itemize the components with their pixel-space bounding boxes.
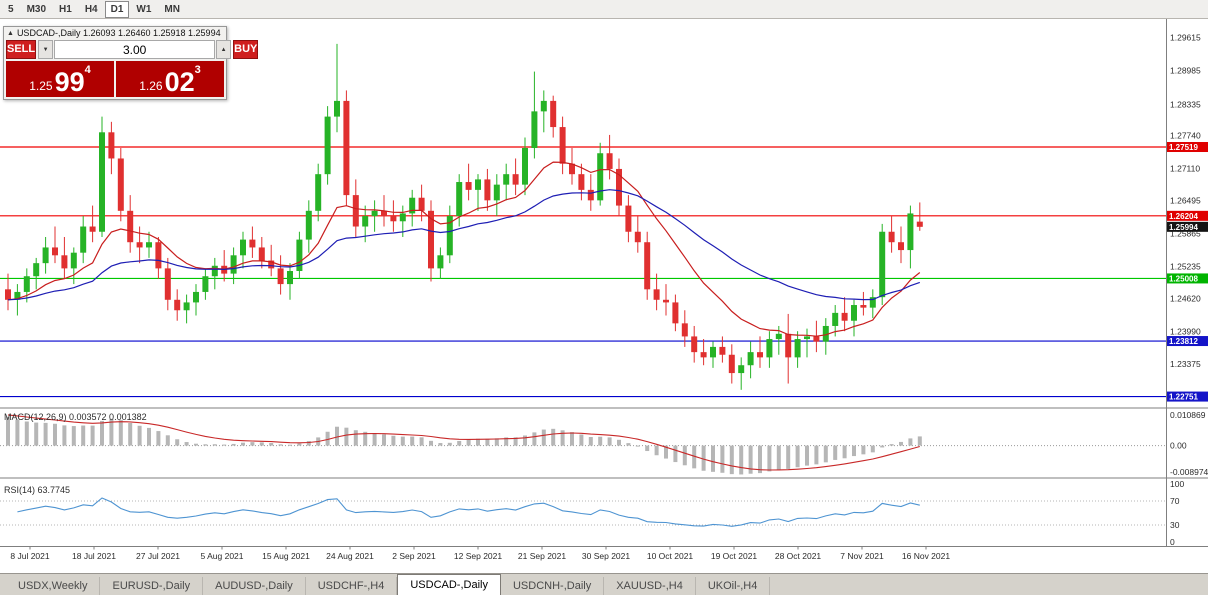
svg-text:0: 0 xyxy=(1170,537,1175,547)
sell-button[interactable]: SELL xyxy=(6,40,37,59)
svg-text:15 Aug 2021: 15 Aug 2021 xyxy=(262,551,310,561)
svg-text:0.00: 0.00 xyxy=(1170,441,1187,451)
svg-text:1.25008: 1.25008 xyxy=(1169,274,1198,283)
timeframe-toolbar: 5 M30 H1 H4 D1 W1 MN xyxy=(0,0,1208,19)
svg-text:12 Sep 2021: 12 Sep 2021 xyxy=(454,551,502,561)
tab-usdcnh-daily[interactable]: USDCNH-,Daily xyxy=(501,577,605,595)
svg-text:1.22751: 1.22751 xyxy=(1169,393,1198,402)
tab-usdchf-h4[interactable]: USDCHF-,H4 xyxy=(306,577,398,595)
svg-text:RSI(14) 63.7745: RSI(14) 63.7745 xyxy=(4,485,70,495)
tab-usdcad-daily[interactable]: USDCAD-,Daily xyxy=(397,574,501,595)
svg-text:18 Jul 2021: 18 Jul 2021 xyxy=(72,551,116,561)
svg-text:1.25994: 1.25994 xyxy=(1169,223,1198,232)
svg-text:10 Oct 2021: 10 Oct 2021 xyxy=(647,551,694,561)
svg-text:-0.008974: -0.008974 xyxy=(1170,467,1208,477)
chart-tab-bar: USDX,Weekly EURUSD-,Daily AUDUSD-,Daily USD… xyxy=(0,573,1208,595)
volume-stepper: ▼ ▲ xyxy=(38,40,232,59)
horizontal-lines-layer[interactable] xyxy=(0,146,1166,398)
tab-ukoil-h4[interactable]: UKOil-,H4 xyxy=(696,577,771,595)
svg-text:30: 30 xyxy=(1170,520,1180,530)
buy-price-display[interactable]: 1.26 02 3 xyxy=(116,61,224,97)
svg-text:1.29615: 1.29615 xyxy=(1170,32,1201,42)
date-axis: 8 Jul 2021 18 Jul 2021 27 Jul 2021 5 Aug 20… xyxy=(10,546,950,561)
svg-text:1.23990: 1.23990 xyxy=(1170,327,1201,337)
volume-down-icon[interactable]: ▼ xyxy=(38,40,54,59)
sell-price-figure: 1.25 xyxy=(29,79,53,93)
buy-price-figure: 1.26 xyxy=(139,79,163,93)
svg-text:7 Nov 2021: 7 Nov 2021 xyxy=(840,551,884,561)
svg-text:21 Sep 2021: 21 Sep 2021 xyxy=(518,551,566,561)
buy-price-pipette: 3 xyxy=(194,64,201,76)
chart-area[interactable]: MACD(12,26,9) 0.003572 0.001382 RSI(14) 6… xyxy=(0,19,1208,571)
tab-audusd-daily[interactable]: AUDUSD-,Daily xyxy=(203,577,306,595)
svg-text:1.26204: 1.26204 xyxy=(1169,212,1198,221)
svg-text:24 Aug 2021: 24 Aug 2021 xyxy=(326,551,374,561)
svg-text:MACD(12,26,9) 0.003572 0.00138: MACD(12,26,9) 0.003572 0.001382 xyxy=(4,412,147,422)
svg-text:1.27519: 1.27519 xyxy=(1169,143,1198,152)
svg-text:1.27110: 1.27110 xyxy=(1170,163,1200,173)
svg-text:70: 70 xyxy=(1170,496,1180,506)
svg-text:1.28335: 1.28335 xyxy=(1170,99,1201,109)
tab-xauusd-h4[interactable]: XAUUSD-,H4 xyxy=(604,577,696,595)
svg-text:2 Sep 2021: 2 Sep 2021 xyxy=(392,551,436,561)
tab-eurusd-daily[interactable]: EURUSD-,Daily xyxy=(100,577,204,595)
price-axis: 1.296151.289851.283351.277401.271101.264… xyxy=(0,19,1208,547)
rsi-panel: RSI(14) 63.7745 xyxy=(0,485,1166,527)
svg-text:1.24620: 1.24620 xyxy=(1170,294,1201,304)
svg-text:8 Jul 2021: 8 Jul 2021 xyxy=(10,551,49,561)
collapse-arrow-icon[interactable]: ▲ xyxy=(7,29,14,37)
trade-panel-header: ▲ USDCAD-,Daily 1.26093 1.26460 1.25918 … xyxy=(4,27,226,39)
volume-up-icon[interactable]: ▲ xyxy=(216,40,232,59)
tab-usdx-weekly[interactable]: USDX,Weekly xyxy=(6,577,101,595)
svg-text:1.25235: 1.25235 xyxy=(1170,262,1201,272)
sell-price-pipette: 4 xyxy=(84,64,91,76)
svg-text:19 Oct 2021: 19 Oct 2021 xyxy=(711,551,758,561)
svg-text:0.010869: 0.010869 xyxy=(1170,410,1206,420)
timeframe-button-d1[interactable]: D1 xyxy=(104,0,130,18)
quote-line: USDCAD-,Daily 1.26093 1.26460 1.25918 1.… xyxy=(16,28,221,38)
timeframe-button-mn[interactable]: MN xyxy=(164,3,180,15)
svg-text:5 Aug 2021: 5 Aug 2021 xyxy=(200,551,243,561)
macd-panel: MACD(12,26,9) 0.003572 0.001382 xyxy=(0,412,1166,475)
timeframe-button-5[interactable]: 5 xyxy=(8,3,14,15)
sell-price-display[interactable]: 1.25 99 4 xyxy=(6,61,114,97)
volume-input[interactable] xyxy=(54,40,216,59)
sell-price-pips: 99 xyxy=(54,67,85,97)
svg-text:27 Jul 2021: 27 Jul 2021 xyxy=(136,551,180,561)
svg-text:1.28985: 1.28985 xyxy=(1170,65,1201,75)
svg-text:1.26495: 1.26495 xyxy=(1170,196,1201,206)
svg-text:1.23375: 1.23375 xyxy=(1170,359,1201,369)
timeframe-button-h1[interactable]: H1 xyxy=(59,3,72,15)
one-click-trading-panel: ▲ USDCAD-,Daily 1.26093 1.26460 1.25918 … xyxy=(3,26,259,100)
svg-text:30 Sep 2021: 30 Sep 2021 xyxy=(582,551,630,561)
timeframe-button-h4[interactable]: H4 xyxy=(84,3,98,15)
svg-text:28 Oct 2021: 28 Oct 2021 xyxy=(775,551,822,561)
timeframe-button-m30[interactable]: M30 xyxy=(26,3,47,15)
timeframe-button-w1[interactable]: W1 xyxy=(136,3,152,15)
svg-text:1.23812: 1.23812 xyxy=(1169,337,1198,346)
svg-text:16 Nov 2021: 16 Nov 2021 xyxy=(902,551,950,561)
svg-text:1.27740: 1.27740 xyxy=(1170,130,1201,140)
moving-averages-layer xyxy=(7,161,921,337)
buy-button[interactable]: BUY xyxy=(233,40,259,59)
buy-price-pips: 02 xyxy=(164,67,195,97)
svg-text:1.25865: 1.25865 xyxy=(1170,229,1201,239)
svg-text:100: 100 xyxy=(1170,479,1184,489)
